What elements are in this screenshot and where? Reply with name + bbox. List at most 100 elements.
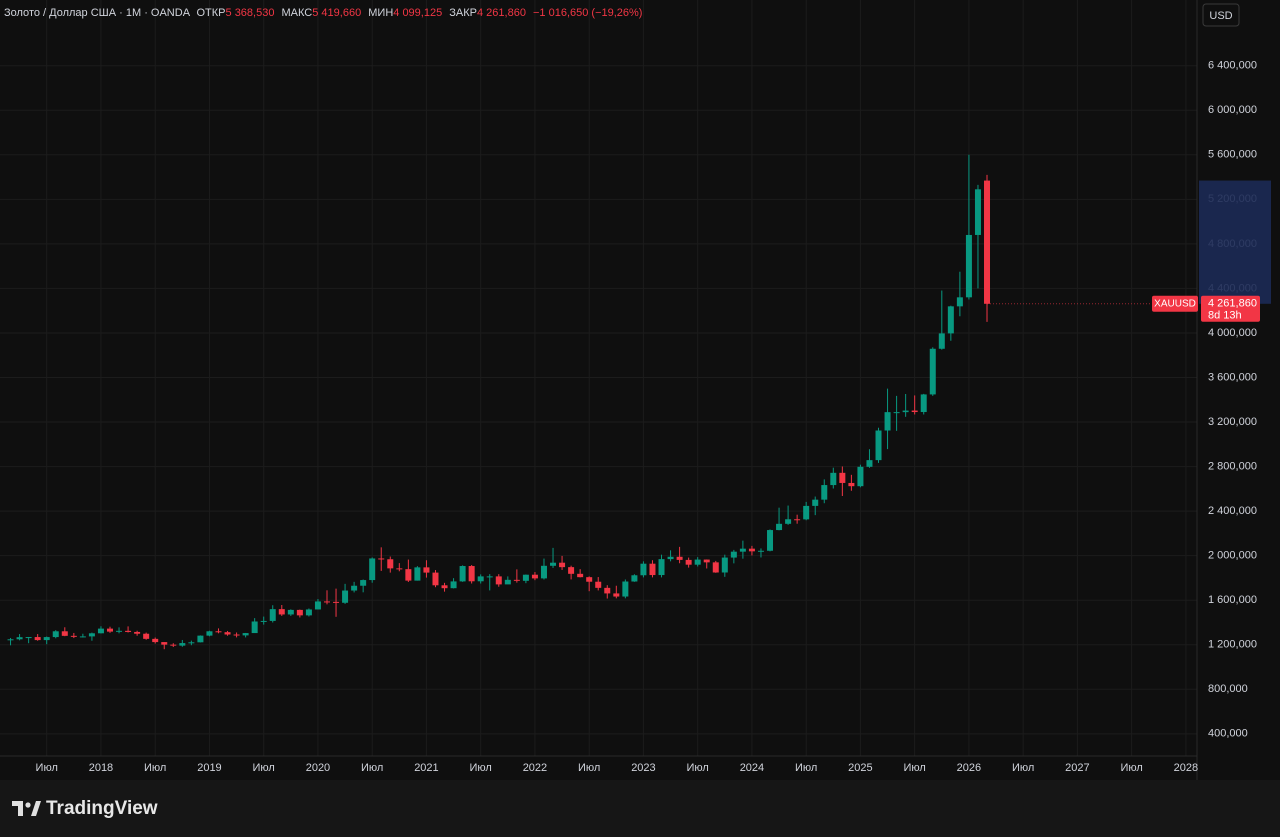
candle-body (125, 630, 132, 632)
x-tick-label: Июл (795, 762, 817, 774)
candle-body (893, 412, 900, 414)
candle-body (658, 559, 665, 576)
candle-body (767, 530, 774, 551)
candle-body (685, 559, 692, 565)
high-label: МАКС (282, 7, 313, 19)
symbol-title: Золото / Доллар США · 1M · OANDA (4, 7, 191, 19)
candle-body (902, 410, 909, 413)
y-tick-label: 6 400,000 (1208, 60, 1257, 72)
candle-body (631, 575, 638, 582)
logo-mark (12, 801, 23, 816)
candle-body (694, 559, 701, 565)
candle-body (179, 643, 186, 646)
x-tick-label: 2018 (89, 762, 113, 774)
candle-body (857, 466, 864, 487)
candle-body (730, 551, 737, 558)
x-tick-label: Июл (253, 762, 275, 774)
open-value: 5 368,530 (226, 7, 275, 19)
candle-body (206, 631, 213, 636)
close-label: ЗАКР (449, 7, 477, 19)
candle-body (414, 567, 421, 581)
candle-body (613, 593, 620, 597)
candle-body (387, 559, 394, 569)
chart-background (0, 0, 1280, 780)
x-tick-label: 2028 (1174, 762, 1198, 774)
candle-body (504, 579, 511, 585)
candle-body (604, 587, 611, 594)
candle-body (712, 562, 719, 573)
candle-body (522, 574, 529, 581)
currency-button[interactable]: USD (1202, 3, 1240, 27)
candle-body (929, 348, 936, 395)
logo-dot (25, 802, 31, 808)
candle-body (378, 558, 385, 560)
candle-body (586, 577, 593, 582)
candle-body (866, 460, 873, 467)
candle-body (984, 180, 991, 304)
candle-body (947, 306, 954, 334)
change-value: −1 016,650 (−19,26%) (533, 7, 642, 19)
x-tick-label: Июл (578, 762, 600, 774)
candle-body (495, 576, 502, 585)
symbol-tag (1152, 295, 1198, 312)
candle-body (70, 635, 77, 637)
candle-body (215, 631, 222, 633)
candle-body (25, 637, 32, 639)
candle-body (333, 601, 340, 603)
candle-body (884, 412, 891, 431)
x-tick-label: 2022 (523, 762, 547, 774)
candle-body (97, 628, 104, 634)
candle-body (432, 572, 439, 586)
candle-body (649, 563, 656, 576)
candle-body (287, 609, 294, 615)
candle-body (794, 519, 801, 521)
candle-body (34, 637, 41, 641)
candle-body (748, 548, 755, 552)
candle-body (821, 485, 828, 500)
y-tick-label: 3 600,000 (1208, 371, 1257, 383)
candle-body (803, 505, 810, 520)
last-price-tag (1201, 295, 1260, 322)
candle-body (739, 548, 746, 552)
candle-body (269, 609, 276, 621)
candle-body (143, 633, 150, 639)
low-label: МИН (368, 7, 393, 19)
y-tick-label: 1 600,000 (1208, 594, 1257, 606)
candle-body (242, 633, 249, 636)
candle-body (305, 609, 312, 616)
candle-body (314, 601, 321, 610)
brand-logo[interactable]: TradingView (12, 798, 158, 819)
candle-body (405, 569, 412, 581)
candle-body (106, 628, 113, 632)
candle-body (450, 581, 457, 589)
y-tick-label: 2 000,000 (1208, 550, 1257, 562)
candle-body (531, 574, 538, 579)
candle-body (920, 394, 927, 413)
candle-body (812, 499, 819, 506)
candle-body (116, 630, 123, 632)
candle-body (224, 632, 231, 635)
candle-body (577, 573, 584, 578)
candle-body (251, 621, 258, 634)
currency-label[interactable]: USD (1209, 10, 1232, 22)
y-tick-label: 5 600,000 (1208, 149, 1257, 161)
candle-body (43, 637, 50, 641)
candle-body (911, 410, 918, 413)
candle-body (441, 585, 448, 589)
x-tick-label: 2026 (957, 762, 981, 774)
brand-name[interactable]: TradingView (46, 798, 158, 819)
currency-button-frame[interactable] (1202, 3, 1240, 27)
legend-header: Золото / Доллар США · 1M · OANDA ОТКР5 3… (4, 7, 642, 19)
x-tick-label: 2019 (197, 762, 221, 774)
candle-body (703, 559, 710, 563)
x-tick-label: Июл (36, 762, 58, 774)
candle-body (459, 566, 466, 582)
x-tick-label: 2023 (631, 762, 655, 774)
y-tick-label: 6 000,000 (1208, 104, 1257, 116)
candle-body (134, 631, 141, 634)
open-label: ОТКР (196, 7, 225, 19)
candle-body (839, 472, 846, 483)
candle-body (323, 601, 330, 603)
candle-body (974, 189, 981, 235)
